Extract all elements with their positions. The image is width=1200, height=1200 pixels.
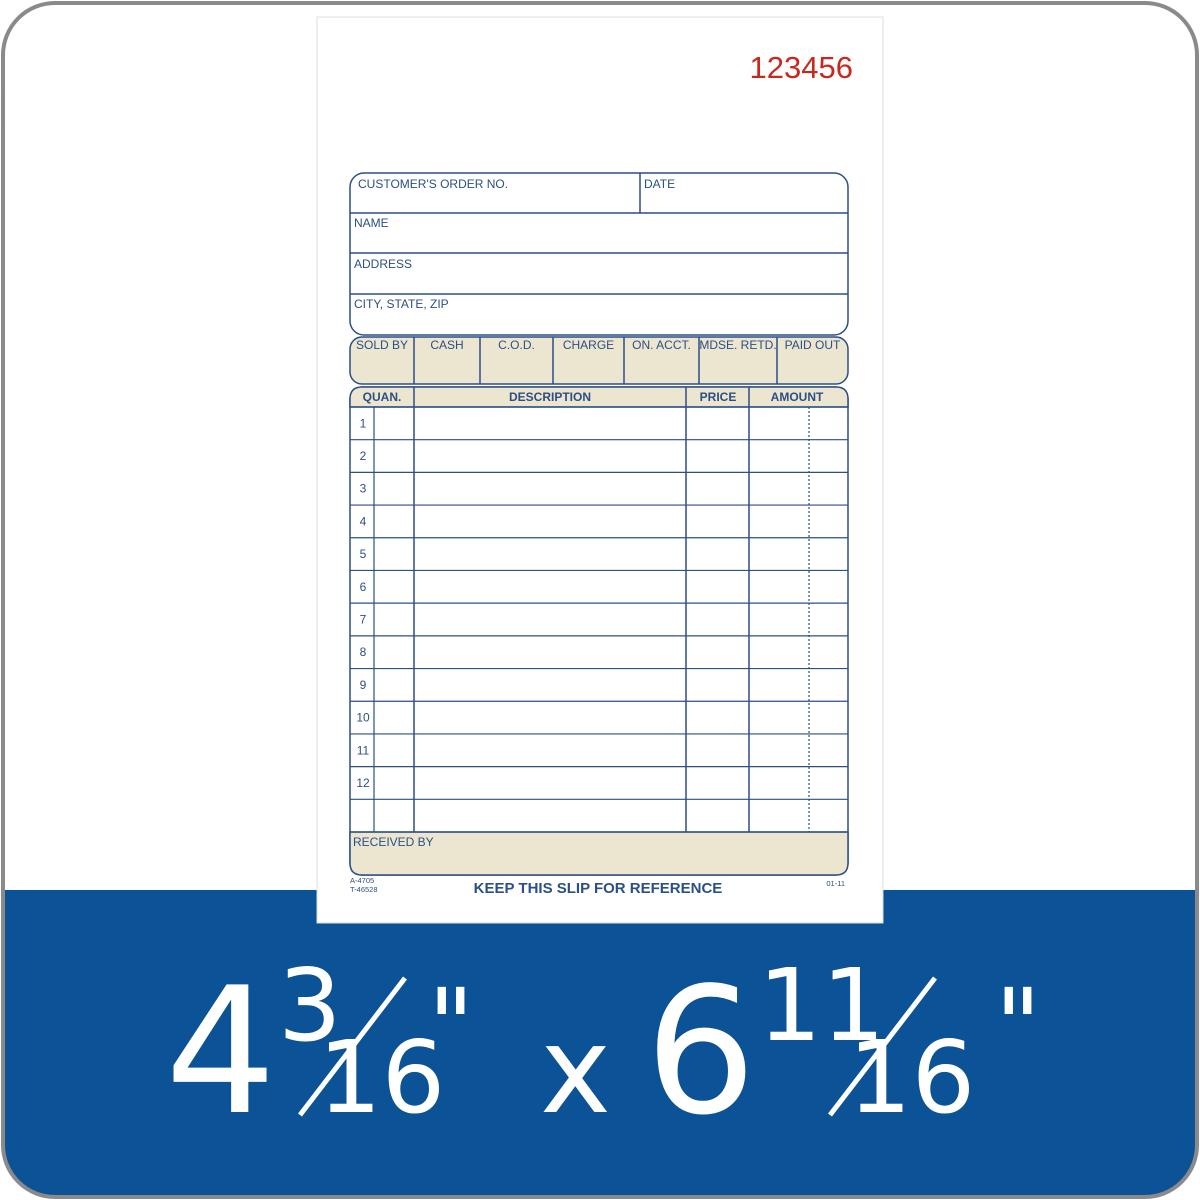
column-header: DESCRIPTION bbox=[509, 390, 591, 404]
payment-label: CASH bbox=[430, 338, 463, 352]
field-label: ADDRESS bbox=[354, 257, 412, 271]
size-whole: 4 bbox=[165, 951, 276, 1154]
inch-mark: " bbox=[995, 967, 1041, 1084]
footer-note: KEEP THIS SLIP FOR REFERENCE bbox=[474, 880, 723, 897]
field-label: CITY, STATE, ZIP bbox=[354, 297, 449, 311]
customer-box bbox=[349, 172, 849, 336]
row-number: 1 bbox=[360, 416, 367, 430]
row-number: 8 bbox=[360, 645, 367, 659]
row-number: 5 bbox=[360, 547, 367, 561]
row-number: 12 bbox=[356, 776, 370, 790]
fraction-slash bbox=[828, 976, 937, 1117]
row-number: 6 bbox=[360, 580, 367, 594]
field-label: CUSTOMER'S ORDER NO. bbox=[358, 177, 508, 191]
payment-label: C.O.D. bbox=[498, 338, 535, 352]
serial-number: 123456 bbox=[750, 50, 853, 85]
payment-label: ON. ACCT. bbox=[632, 338, 691, 352]
table-header-bg bbox=[349, 386, 849, 408]
row-number: 11 bbox=[357, 743, 370, 757]
payment-label: PAID OUT bbox=[785, 338, 841, 352]
payment-label: MDSE. RETD. bbox=[699, 338, 776, 352]
payment-label: SOLD BY bbox=[356, 338, 408, 352]
size-numerator: 3 bbox=[278, 947, 342, 1064]
row-number: 10 bbox=[356, 711, 370, 725]
column-header: PRICE bbox=[700, 390, 737, 404]
row-number: 4 bbox=[360, 514, 367, 528]
size-separator: x bbox=[540, 1002, 611, 1141]
row-number: 9 bbox=[360, 678, 367, 692]
blue-band bbox=[3, 890, 1197, 1197]
size-denominator: 16 bbox=[318, 1019, 445, 1136]
code: A-4705 bbox=[350, 876, 374, 885]
row-number: 2 bbox=[360, 449, 367, 463]
field-label: DATE bbox=[644, 177, 675, 191]
field-label: NAME bbox=[354, 216, 389, 230]
fraction-slash bbox=[298, 976, 407, 1117]
row-number: 3 bbox=[360, 482, 367, 496]
size-whole: 6 bbox=[645, 951, 756, 1154]
received-label: RECEIVED BY bbox=[353, 835, 434, 849]
received-bg bbox=[349, 831, 849, 876]
column-header: QUAN. bbox=[363, 390, 402, 404]
column-header: AMOUNT bbox=[771, 390, 824, 404]
inch-mark: " bbox=[428, 967, 474, 1084]
items-table bbox=[349, 386, 849, 876]
size-denominator: 16 bbox=[848, 1019, 975, 1136]
payment-label: CHARGE bbox=[563, 338, 614, 352]
size-numerator: 11 bbox=[758, 947, 885, 1064]
code: T-46528 bbox=[350, 885, 378, 894]
row-number: 7 bbox=[360, 613, 367, 627]
revision: 01-11 bbox=[826, 879, 845, 888]
payment-box bbox=[349, 336, 849, 385]
